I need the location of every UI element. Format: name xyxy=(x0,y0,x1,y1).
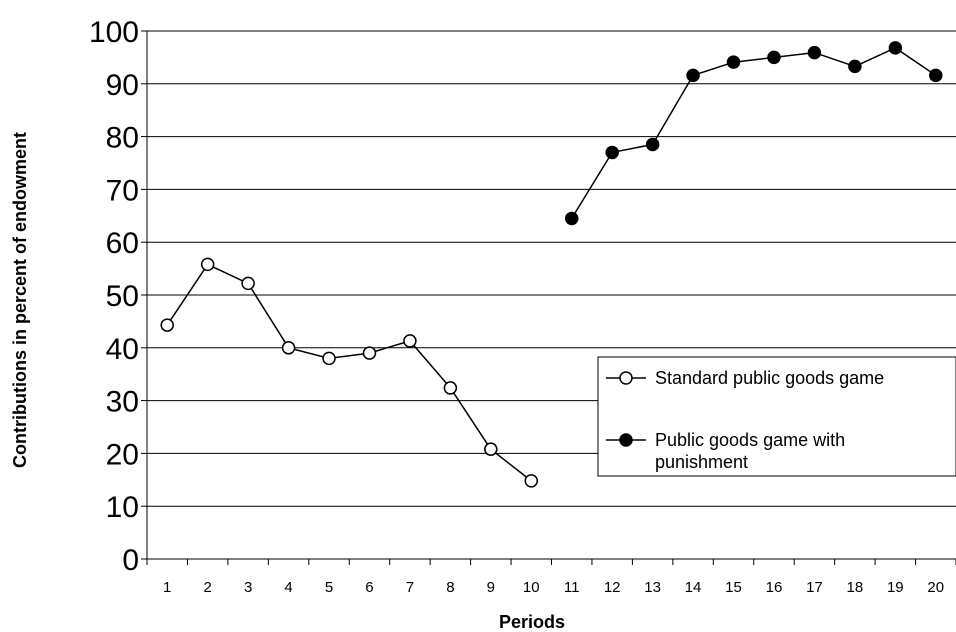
x-tick-label-2: 2 xyxy=(204,579,212,596)
x-tick-label-4: 4 xyxy=(284,579,292,596)
x-tick-label-5: 5 xyxy=(325,579,333,596)
series-1-point-3 xyxy=(241,276,255,291)
legend-marker-punishment xyxy=(619,433,633,447)
legend-entry-standard: Standard public goods game xyxy=(606,368,884,388)
series-1-point-9 xyxy=(484,442,498,456)
x-tick-label-17: 17 xyxy=(806,579,823,596)
series-1-point-5 xyxy=(322,351,336,366)
series-2-point-16 xyxy=(767,50,781,65)
series-2-point-18 xyxy=(848,59,862,74)
series-1-point-8 xyxy=(443,381,458,395)
series-1-point-1 xyxy=(160,318,174,332)
series-1-point-6 xyxy=(362,346,377,360)
series-2-point-13 xyxy=(645,137,660,152)
legend-box xyxy=(597,356,956,477)
x-tick-label-1: 1 xyxy=(163,579,171,596)
series-1-point-7 xyxy=(403,334,417,348)
series-2-point-11 xyxy=(564,211,579,226)
x-tick-label-11: 11 xyxy=(564,579,580,596)
series-1-point-10 xyxy=(524,474,539,488)
series-1-line xyxy=(166,263,532,482)
series-2-point-14 xyxy=(686,68,700,83)
x-tick-label-9: 9 xyxy=(487,579,495,596)
legend-entry-punishment: Public goods game with punishment xyxy=(606,430,850,472)
y-axis-title: Contributions in percent of endowment xyxy=(10,132,30,468)
series-2-point-12 xyxy=(605,145,619,160)
x-tick-label-6: 6 xyxy=(365,579,373,596)
x-tick-label-7: 7 xyxy=(406,579,414,596)
x-tick-label-16: 16 xyxy=(766,579,783,596)
y-tick-label-0: 0 xyxy=(122,544,139,577)
legend-label-punishment: Public goods game with punishment xyxy=(655,430,850,472)
y-tick-label-10: 10 xyxy=(106,491,139,524)
x-tick-label-12: 12 xyxy=(604,579,621,596)
series-2 xyxy=(564,41,943,226)
series-1-point-2 xyxy=(200,257,215,272)
legend: Standard public goods game Public goods … xyxy=(597,356,956,477)
series-2-point-17 xyxy=(807,45,822,60)
x-tick-label-8: 8 xyxy=(446,579,454,596)
y-tick-label-70: 70 xyxy=(106,174,139,207)
series-1 xyxy=(160,257,539,488)
series-2-point-20 xyxy=(929,68,943,83)
series-2-line xyxy=(571,47,937,219)
x-tick-label-14: 14 xyxy=(685,579,702,596)
series xyxy=(160,41,943,488)
y-tick-label-20: 20 xyxy=(106,438,139,471)
y-tick-label-90: 90 xyxy=(106,69,139,102)
y-tick-label-100: 100 xyxy=(89,16,139,49)
x-tick-label-10: 10 xyxy=(523,579,540,596)
legend-marker-standard xyxy=(619,371,633,385)
y-tick-label-30: 30 xyxy=(106,386,139,419)
x-tick-label-18: 18 xyxy=(847,579,864,596)
legend-label-standard: Standard public goods game xyxy=(655,368,884,388)
x-tick-label-13: 13 xyxy=(644,579,661,596)
x-tick-label-20: 20 xyxy=(927,579,944,596)
y-tick-label-80: 80 xyxy=(106,122,139,155)
x-tick-label-15: 15 xyxy=(725,579,742,596)
x-tick-label-19: 19 xyxy=(887,579,904,596)
series-2-point-19 xyxy=(888,41,903,55)
y-tick-label-60: 60 xyxy=(106,227,139,260)
y-tick-label-50: 50 xyxy=(106,280,139,313)
x-tick-label-3: 3 xyxy=(244,579,252,596)
y-tick-label-40: 40 xyxy=(106,333,139,366)
series-2-point-15 xyxy=(726,55,741,69)
series-1-point-4 xyxy=(281,341,296,355)
x-axis-title: Periods xyxy=(499,612,565,632)
